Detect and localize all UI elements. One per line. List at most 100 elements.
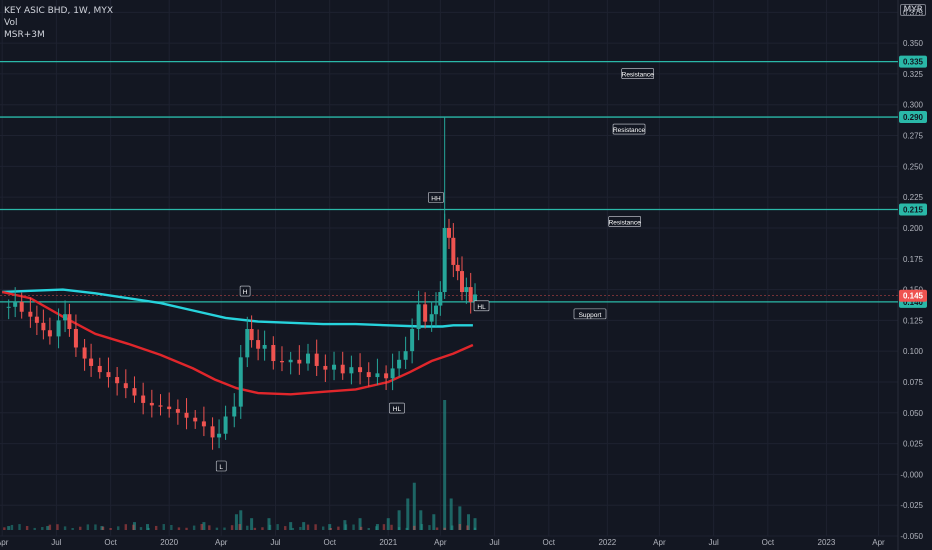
volume-bar bbox=[390, 524, 393, 530]
candle-body bbox=[288, 359, 293, 363]
candle-body bbox=[447, 227, 451, 238]
volume-bar bbox=[145, 524, 149, 530]
y-tick-label: -0.000 bbox=[900, 470, 923, 479]
candle-body bbox=[175, 409, 180, 413]
volume-bar bbox=[208, 525, 211, 530]
volume-bar bbox=[321, 526, 325, 530]
y-tick-label: 0.025 bbox=[903, 440, 924, 449]
candle-body bbox=[193, 417, 198, 422]
level-text-box bbox=[612, 123, 646, 135]
x-tick-label: 2023 bbox=[818, 538, 836, 547]
y-tick-label: 0.175 bbox=[903, 255, 924, 264]
volume-bar bbox=[435, 527, 439, 530]
volume-bar bbox=[170, 524, 173, 530]
volume-bar bbox=[101, 526, 105, 530]
level-text-box bbox=[573, 308, 607, 320]
volume-bar bbox=[375, 526, 378, 530]
volume-bar bbox=[451, 525, 454, 530]
level-price-label: 0.140 bbox=[903, 298, 924, 307]
y-tick-label: 0.275 bbox=[903, 132, 924, 141]
swing-mark-box bbox=[473, 300, 490, 312]
candle-body bbox=[115, 377, 120, 384]
volume-bar bbox=[359, 526, 363, 530]
volume-bar bbox=[458, 524, 462, 530]
swing-mark-box bbox=[428, 192, 444, 203]
volume-bar bbox=[71, 527, 74, 530]
y-tick-label: 0.050 bbox=[903, 409, 924, 418]
candle-body bbox=[423, 304, 428, 322]
y-tick-label: 0.100 bbox=[903, 347, 924, 356]
currency-badge[interactable]: MYR bbox=[900, 4, 926, 16]
candle-body bbox=[279, 361, 284, 363]
candle-body bbox=[429, 314, 434, 322]
volume-indicator-label: Vol bbox=[4, 18, 18, 28]
candle-body bbox=[460, 271, 465, 293]
swing-mark-box bbox=[389, 402, 405, 414]
volume-bar bbox=[367, 527, 370, 530]
volume-bar bbox=[443, 527, 446, 530]
volume-bar bbox=[246, 525, 249, 530]
candle-body bbox=[358, 367, 363, 373]
x-tick-label: Jul bbox=[270, 538, 280, 547]
volume-bar bbox=[25, 526, 29, 530]
volume-bar bbox=[276, 524, 279, 530]
candle-body bbox=[468, 287, 473, 302]
x-tick-label: 2022 bbox=[598, 538, 616, 547]
level-price-tag bbox=[899, 203, 927, 216]
x-tick-label: Apr bbox=[872, 538, 885, 547]
x-tick-label: Oct bbox=[104, 538, 117, 547]
candle-body bbox=[210, 426, 215, 438]
candle-body bbox=[149, 402, 154, 406]
volume-bar bbox=[406, 498, 410, 530]
y-tick-label: 0.300 bbox=[903, 101, 924, 110]
volume-bar bbox=[215, 527, 219, 530]
swing-mark-label: HL bbox=[477, 304, 486, 311]
x-tick-label: Apr bbox=[653, 538, 666, 547]
volume-bar bbox=[10, 524, 14, 530]
candle-body bbox=[410, 328, 415, 352]
x-tick-label: 2021 bbox=[379, 538, 397, 547]
volume-bar bbox=[412, 482, 416, 530]
volume-bar bbox=[154, 525, 158, 530]
volume-bar bbox=[420, 524, 424, 530]
volume-bar bbox=[473, 518, 477, 530]
volume-bar bbox=[48, 524, 52, 530]
swing-mark-box bbox=[239, 285, 251, 297]
slow-ma-line bbox=[2, 288, 473, 328]
volume-bar bbox=[86, 524, 90, 530]
candle-body bbox=[306, 353, 311, 364]
candle-body bbox=[438, 292, 443, 306]
candle-body bbox=[232, 406, 237, 417]
x-tick-label: Oct bbox=[762, 538, 775, 547]
candle-body bbox=[433, 305, 438, 315]
fast-ma-line bbox=[1, 290, 474, 396]
level-text-label: Resistance bbox=[622, 72, 655, 79]
level-price-label: 0.290 bbox=[903, 113, 924, 122]
volume-bar bbox=[397, 510, 401, 530]
x-tick-label: Oct bbox=[323, 538, 336, 547]
candle-body bbox=[73, 328, 78, 348]
y-tick-label: 0.375 bbox=[903, 8, 924, 17]
candle-body bbox=[323, 365, 328, 370]
volume-bar bbox=[139, 527, 143, 530]
candle-body bbox=[132, 388, 137, 396]
level-price-label: 0.335 bbox=[903, 58, 924, 67]
volume-bar bbox=[238, 524, 241, 530]
level-text-label: Resistance bbox=[613, 127, 646, 134]
volume-bar bbox=[250, 518, 254, 530]
candle-body bbox=[332, 364, 337, 370]
candle-body bbox=[256, 340, 261, 349]
volume-bar bbox=[162, 524, 165, 530]
x-tick-label: Jul bbox=[489, 538, 499, 547]
candle-body bbox=[67, 314, 72, 329]
moving-average-label: MSR+3M bbox=[4, 30, 45, 40]
candle-body bbox=[167, 406, 172, 410]
candle-body bbox=[238, 357, 243, 407]
candle-body bbox=[397, 359, 402, 369]
swing-mark-label: H bbox=[243, 289, 248, 296]
candle-body bbox=[47, 330, 52, 337]
volume-bar bbox=[124, 524, 128, 530]
candle-body bbox=[123, 383, 128, 389]
